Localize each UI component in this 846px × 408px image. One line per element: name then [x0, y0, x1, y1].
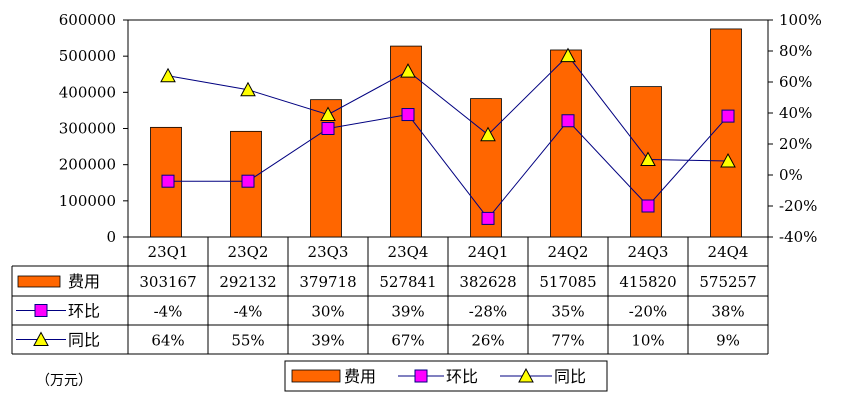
- y-right-tick-label: 60%: [779, 73, 812, 91]
- mom-marker: [161, 174, 175, 188]
- yoy-marker: [560, 47, 576, 63]
- legend-label: 环比: [446, 367, 478, 386]
- legend: 费用 环比 同比: [284, 360, 608, 392]
- table-cell: 39%: [391, 303, 424, 321]
- mom-marker: [321, 122, 335, 135]
- mom-marker: [481, 211, 495, 225]
- table-cell: 292132: [219, 273, 276, 291]
- table-cell: 77%: [551, 332, 584, 350]
- yoy-marker: [160, 67, 176, 83]
- table-cell: -4%: [234, 303, 263, 321]
- table-cell: -4%: [154, 303, 183, 321]
- legend-label: 同比: [554, 367, 586, 386]
- y-left-tick-label: 500000: [59, 47, 116, 65]
- legend-key-bar: [291, 369, 341, 383]
- line-yoy: [167, 54, 729, 162]
- mom-marker: [401, 108, 415, 122]
- plot-area: 0 100000 200000 300000 400000 500000 600000 -40…: [59, 11, 822, 246]
- bar-24Q1: [470, 98, 502, 238]
- table-cell: 38%: [711, 303, 744, 321]
- legend-key-triangle: [518, 367, 534, 383]
- row-header-label: 同比: [68, 331, 100, 350]
- row-header-label: 费用: [68, 272, 100, 291]
- category-label: 24Q1: [468, 243, 509, 261]
- table-cell: 527841: [379, 273, 436, 291]
- category-label: 24Q3: [628, 243, 669, 261]
- y-right-tick-label: 80%: [779, 42, 812, 60]
- row-key-square: [34, 304, 48, 317]
- table-cell: -20%: [629, 303, 667, 321]
- table-cell: 30%: [311, 303, 344, 321]
- line-mom: [168, 114, 729, 220]
- y-right-tick-label: 100%: [779, 11, 822, 29]
- y-right-tick-label: 20%: [779, 135, 812, 153]
- table-cell: 575257: [699, 273, 756, 291]
- data-table: 23Q1 23Q2 23Q3 23Q4 24Q1 24Q2 24Q3 24Q4 费用 303167…: [11, 237, 769, 355]
- table-cell: 64%: [151, 332, 184, 350]
- mom-marker: [561, 114, 575, 128]
- mom-marker: [641, 199, 655, 213]
- table-cell: 39%: [311, 332, 344, 350]
- y-left-tick-label: 0: [106, 228, 116, 246]
- bar-24Q4: [710, 28, 742, 238]
- legend-key-square: [414, 369, 428, 383]
- row-key-triangle: [33, 331, 49, 346]
- category-label: 23Q1: [148, 243, 189, 261]
- y-right-tick-label: -40%: [779, 228, 817, 246]
- yoy-marker: [240, 81, 256, 97]
- table-cell: -28%: [469, 303, 507, 321]
- y-left-tick-label: 300000: [59, 120, 116, 138]
- category-label: 24Q4: [708, 243, 749, 261]
- table-cell: 382628: [459, 273, 516, 291]
- category-label: 24Q2: [548, 243, 589, 261]
- table-cell: 26%: [471, 332, 504, 350]
- y-right-tick-label: -20%: [779, 197, 817, 215]
- y-right-tick-label: 0%: [779, 166, 803, 184]
- table-cell: 379718: [299, 273, 356, 291]
- y-left-tick-label: 200000: [59, 156, 116, 174]
- mom-marker: [721, 109, 735, 123]
- y-left-tick-label: 400000: [59, 83, 116, 101]
- yoy-marker: [400, 63, 416, 78]
- table-cell: 55%: [231, 332, 264, 350]
- table-cell: 517085: [539, 273, 596, 291]
- table-cell: 9%: [716, 332, 740, 350]
- yoy-marker: [640, 151, 656, 166]
- table-cell: 35%: [551, 303, 584, 321]
- unit-note: （万元）: [36, 373, 92, 389]
- category-label: 23Q3: [308, 243, 349, 261]
- row-header-label: 环比: [68, 302, 100, 321]
- y-right-tick-label: 40%: [779, 104, 812, 122]
- y-left-tick-label: 600000: [59, 11, 116, 29]
- table-cell: 67%: [391, 332, 424, 350]
- yoy-marker: [480, 126, 496, 142]
- category-label: 23Q2: [228, 243, 269, 261]
- table-cell: 303167: [139, 273, 196, 291]
- row-key-bar: [17, 275, 61, 288]
- yoy-marker: [320, 106, 336, 122]
- yoy-marker: [720, 152, 736, 168]
- y-left-tick-label: 100000: [59, 192, 116, 210]
- bar-24Q2: [550, 49, 582, 238]
- plot-frame: [127, 19, 769, 238]
- category-label: 23Q4: [388, 243, 429, 261]
- mom-marker: [241, 174, 255, 188]
- table-cell: 10%: [631, 332, 664, 350]
- legend-label: 费用: [344, 367, 376, 386]
- table-cell: 415820: [619, 273, 676, 291]
